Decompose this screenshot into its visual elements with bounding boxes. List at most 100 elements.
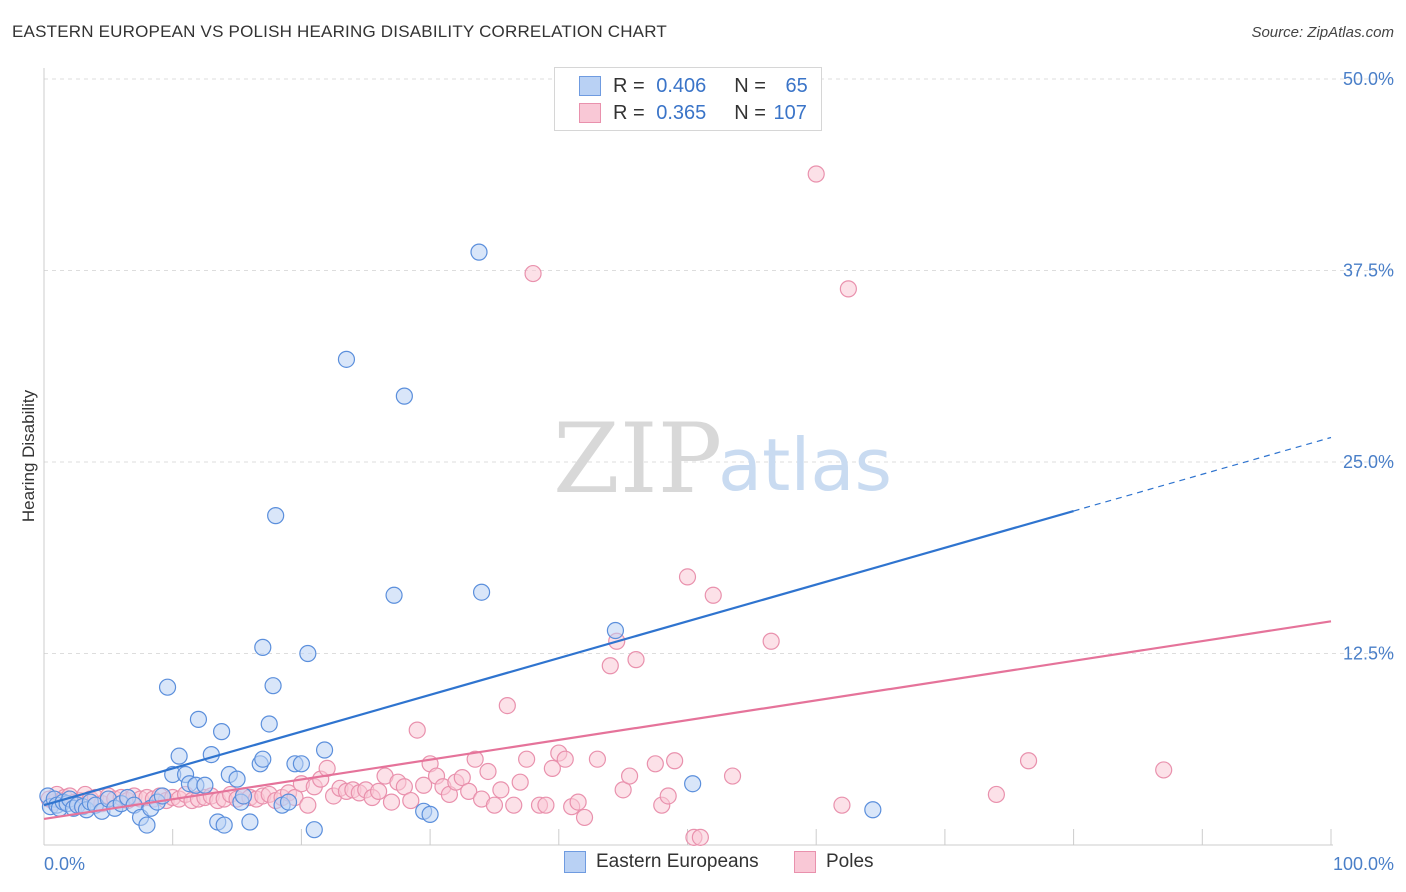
r-label: R =: [613, 101, 651, 124]
eastern-europeans-point: [215, 816, 233, 834]
eastern-europeans-point: [241, 813, 259, 831]
eastern-europeans-point: [254, 638, 272, 656]
poles-point: [723, 767, 742, 785]
poles-point: [498, 696, 516, 715]
eastern-europeans-point: [305, 821, 323, 839]
poles-point: [460, 782, 478, 800]
blue-swatch: [579, 76, 601, 96]
eastern-europeans-points: [39, 243, 882, 839]
poles-point: [543, 759, 561, 778]
source-label: Source: ZipAtlas.com: [1251, 24, 1394, 41]
r-label: R =: [613, 74, 651, 97]
eastern-europeans-point: [395, 387, 413, 405]
poles-point: [299, 796, 317, 814]
eastern-europeans-point: [421, 805, 439, 823]
eastern-europeans-point: [228, 770, 246, 788]
watermark-zip: ZIP: [553, 403, 722, 515]
poles-point: [691, 828, 709, 846]
poles-point: [839, 280, 857, 298]
eastern-europeans-point: [264, 677, 282, 695]
poles-point: [588, 750, 607, 768]
n-label: N =: [734, 74, 772, 97]
chart-title: EASTERN EUROPEAN VS POLISH HEARING DISAB…: [12, 22, 667, 41]
legend-label-poles: Poles: [826, 851, 874, 872]
pink-swatch: [579, 103, 601, 123]
x-tick-label-max: 100.0%: [1333, 854, 1394, 874]
y-tick-label: 50.0%: [1343, 69, 1394, 89]
poles-point: [402, 791, 420, 810]
eastern-europeans-point: [213, 723, 231, 741]
eastern-europeans-point: [260, 715, 278, 733]
eastern-europeans-point: [606, 621, 625, 640]
legend-label-eastern-europeans: Eastern Europeans: [596, 851, 759, 872]
poles-point: [833, 796, 851, 814]
eastern-europeans-point: [170, 747, 188, 765]
poles-point: [620, 767, 639, 785]
poles-point: [492, 781, 510, 799]
legend-row-eastern-europeans: R = 0.406 N = 65: [579, 73, 808, 99]
poles-point: [646, 755, 664, 773]
y-tick-label: 37.5%: [1343, 261, 1394, 281]
eastern-europeans-point: [864, 801, 882, 819]
axes: [43, 68, 1333, 846]
stats-legend: R = 0.406 N = 65 R = 0.365 N = 107: [554, 67, 822, 131]
poles-point: [678, 568, 697, 586]
y-axis-label: Hearing Disability: [19, 389, 38, 522]
eastern-europeans-point: [234, 787, 253, 805]
eastern-europeans-point: [254, 750, 272, 768]
poles-point: [627, 651, 645, 669]
gridlines: [44, 78, 1394, 654]
poles-point: [537, 796, 555, 814]
poles-point: [453, 768, 471, 787]
eastern-europeans-point: [279, 793, 298, 811]
r-value: 0.406: [656, 74, 707, 97]
poles-point: [569, 793, 587, 811]
poles-point: [575, 808, 594, 827]
n-value: 65: [785, 74, 808, 97]
poles-point: [987, 785, 1005, 804]
poles-point: [1019, 752, 1038, 770]
eastern-europeans-point: [189, 710, 208, 728]
poles-point: [485, 796, 504, 814]
poles-point: [659, 787, 677, 805]
poles-point: [466, 750, 484, 768]
eastern-europeans-point: [158, 678, 177, 696]
x-tick-label-min: 0.0%: [44, 854, 85, 874]
legend-item-eastern-europeans: Eastern Europeans: [564, 851, 759, 873]
poles-point: [479, 762, 497, 781]
poles-point: [704, 586, 722, 604]
y-tick-label: 12.5%: [1343, 644, 1394, 664]
poles-point: [505, 796, 523, 814]
poles-point: [601, 657, 619, 675]
poles-point: [1155, 761, 1173, 779]
poles-point: [524, 264, 542, 283]
watermark: ZIP atlas: [553, 403, 892, 515]
eastern-europeans-point: [299, 644, 317, 663]
poles-point: [415, 776, 433, 794]
poles-point: [408, 721, 426, 739]
eastern-europeans-point: [472, 583, 491, 601]
poles-point: [762, 632, 780, 650]
eastern-europeans-point: [138, 816, 156, 834]
watermark-atlas: atlas: [718, 423, 892, 507]
poles-point: [807, 165, 825, 183]
eastern-europeans-point: [315, 741, 334, 759]
blue-legend-swatch: [564, 851, 586, 873]
legend-row-poles: R = 0.365 N = 107: [579, 100, 807, 126]
r-value: 0.365: [656, 101, 707, 124]
eastern-europeans-point: [292, 755, 310, 773]
eastern-europeans-point: [684, 775, 702, 793]
poles-point: [518, 750, 536, 768]
pink-legend-swatch: [794, 851, 816, 873]
n-label: N =: [734, 101, 772, 124]
y-tick-label: 25.0%: [1343, 452, 1394, 472]
trendlines: [43, 436, 1332, 821]
eastern-europeans-point: [267, 507, 285, 525]
poles-point: [395, 778, 413, 796]
eastern-europeans-point: [385, 586, 403, 604]
legend-item-poles: Poles: [794, 851, 874, 873]
poles-point: [614, 781, 632, 799]
eastern-europeans-point: [337, 350, 356, 368]
poles-point: [666, 752, 684, 770]
